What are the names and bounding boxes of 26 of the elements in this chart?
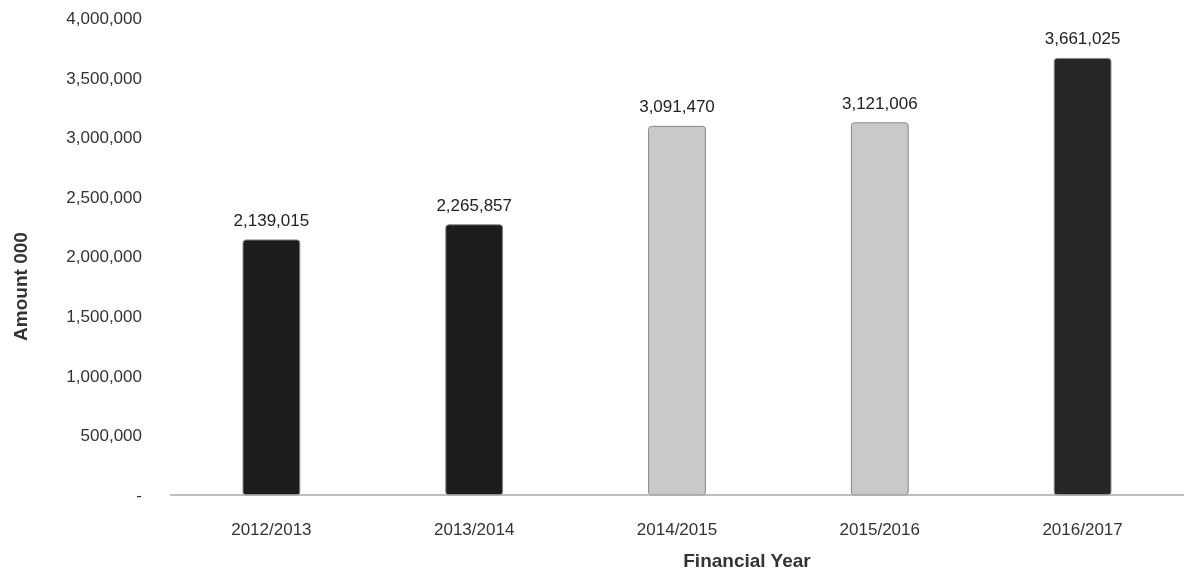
x-tick-label: 2012/2013 — [231, 520, 312, 539]
y-tick-label: - — [136, 485, 142, 505]
bar — [648, 125, 706, 496]
x-tick-label: 2014/2015 — [636, 520, 718, 539]
y-tick-label: 3,500,000 — [66, 68, 142, 88]
y-tick-label: 500,000 — [80, 426, 142, 446]
bar — [850, 122, 909, 496]
x-tick-label: 2016/2017 — [1042, 520, 1123, 539]
x-tick-label: 2015/2016 — [839, 520, 920, 539]
data-label: 3,661,025 — [1044, 29, 1121, 49]
data-label: 2,265,857 — [436, 195, 513, 215]
y-tick-label: 1,000,000 — [66, 366, 142, 386]
y-tick-label: 4,000,000 — [66, 8, 142, 28]
y-tick-label: 2,000,000 — [66, 247, 142, 267]
data-label: 3,091,470 — [639, 97, 715, 117]
data-label: 2,139,015 — [233, 210, 310, 230]
data-label: 3,121,006 — [841, 93, 918, 113]
y-tick-label: 2,500,000 — [66, 187, 142, 207]
bar — [445, 224, 504, 496]
y-tick-label: 3,000,000 — [66, 128, 142, 148]
x-tick-label: 2013/2014 — [434, 520, 515, 539]
bar — [1053, 57, 1112, 496]
y-tick-label: 1,500,000 — [66, 307, 142, 327]
y-axis-title: Amount 000 — [10, 232, 31, 341]
x-axis-title: Financial Year — [683, 550, 812, 571]
bar — [242, 239, 301, 496]
